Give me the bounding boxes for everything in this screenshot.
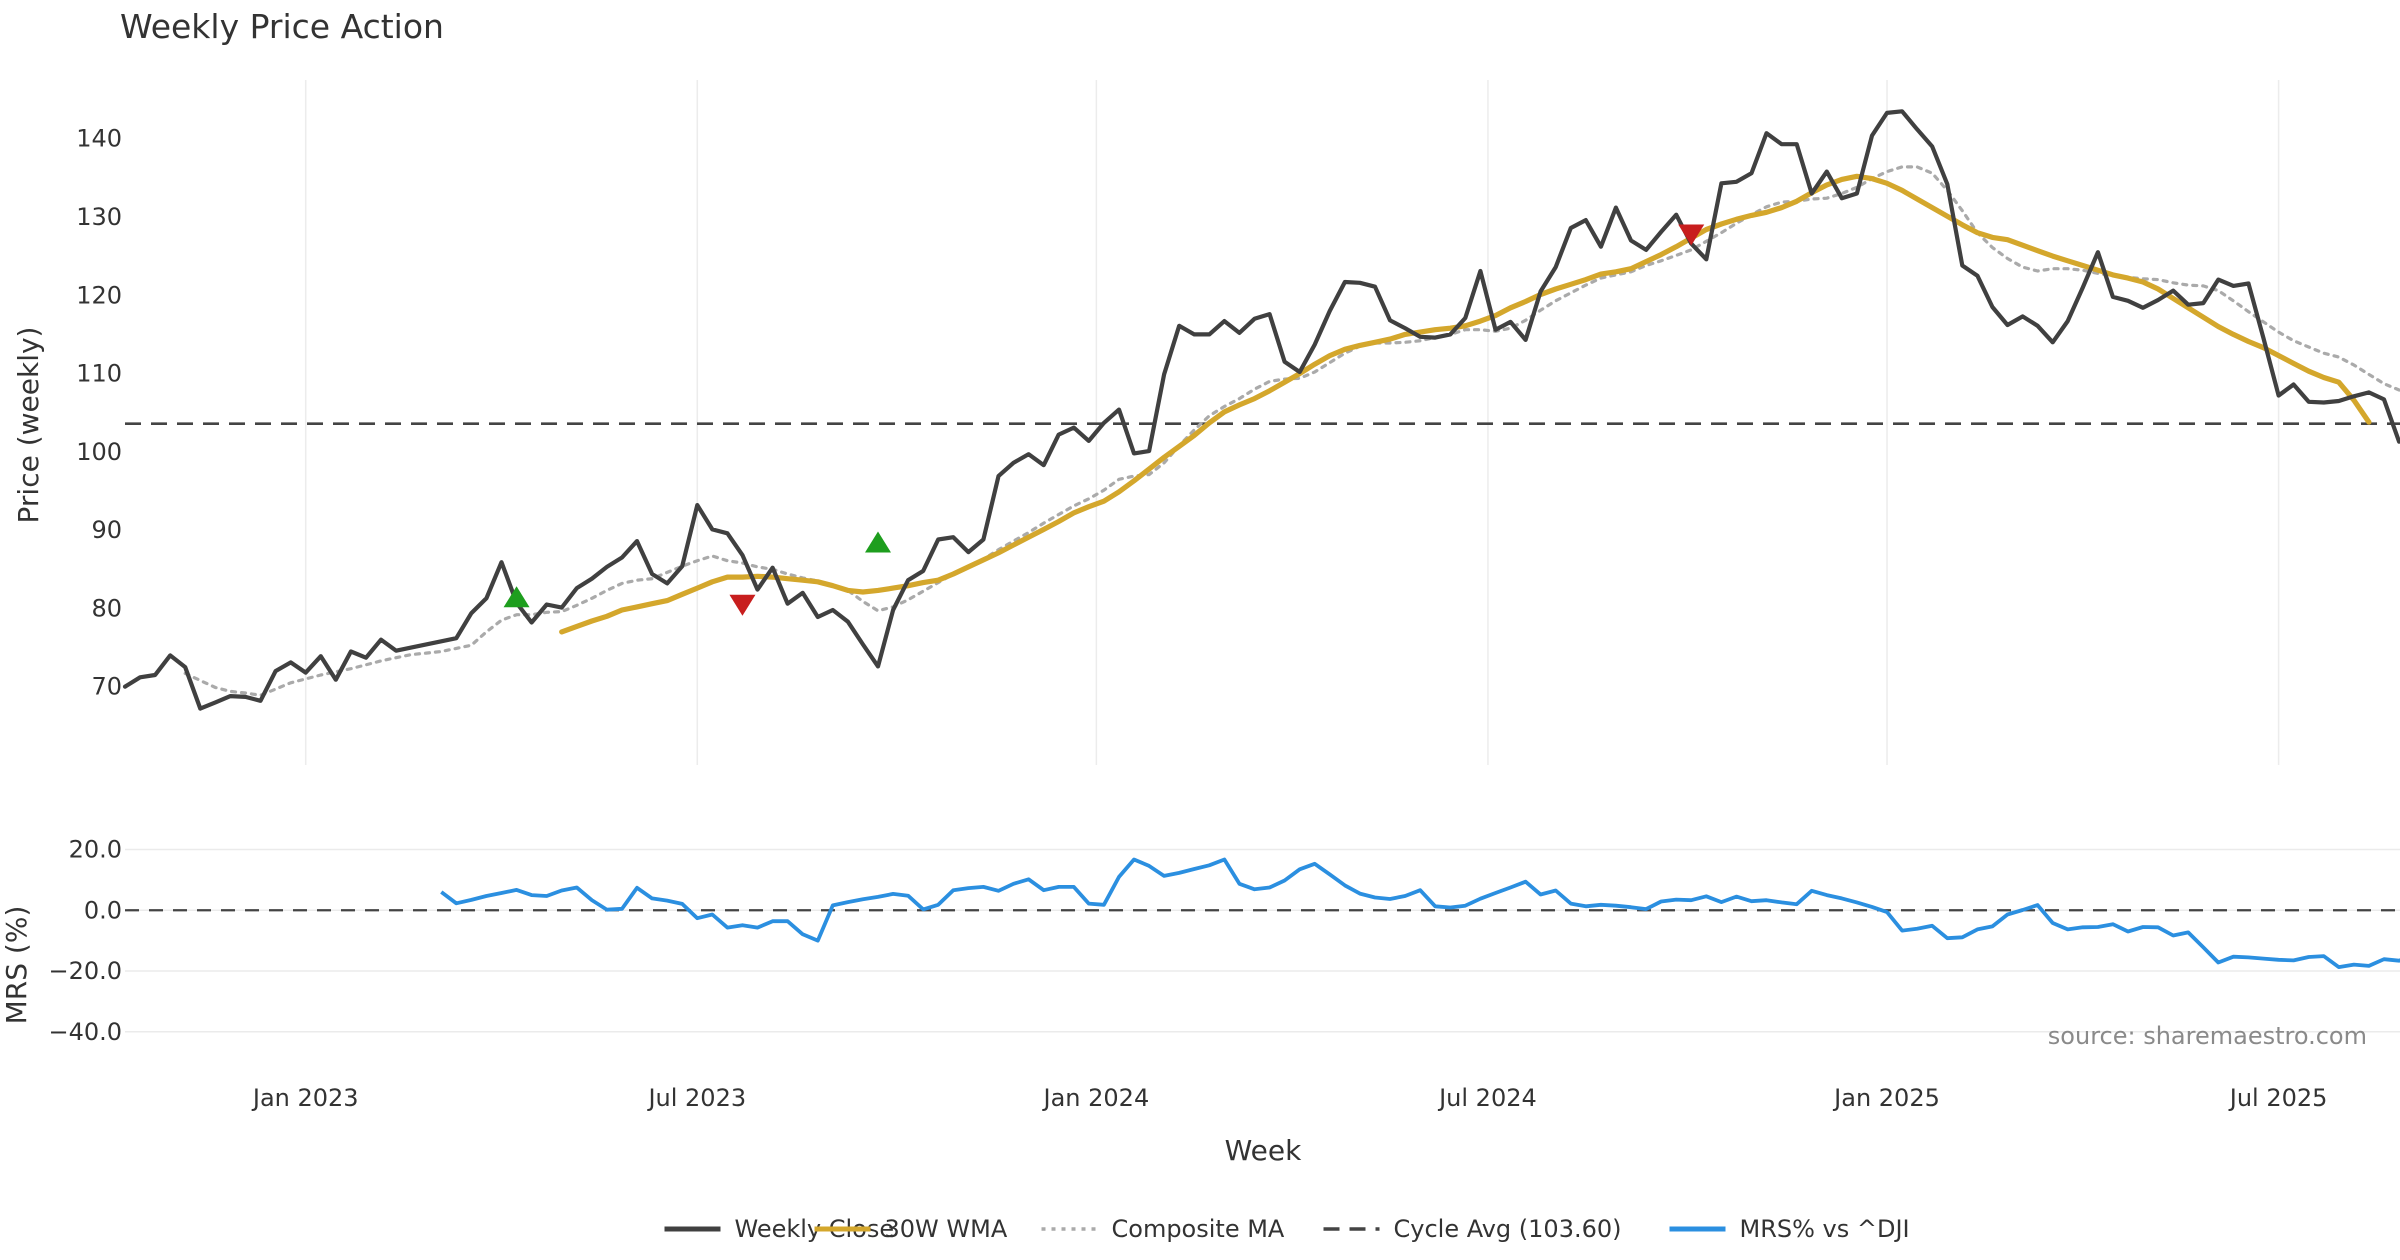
legend-label: Composite MA — [1112, 1215, 1285, 1243]
price-y-tick-label: 100 — [76, 438, 122, 466]
30w-wma-line — [559, 173, 2372, 635]
signal-markers — [503, 224, 1705, 616]
legend-label: Cycle Avg (103.60) — [1394, 1215, 1622, 1243]
price-y-tick-label: 130 — [76, 203, 122, 231]
x-tick-label: Jan 2025 — [1832, 1084, 1940, 1112]
x-tick-label: Jul 2023 — [646, 1084, 746, 1112]
buy-signal-marker — [503, 586, 530, 608]
legend-item: 30W WMA — [814, 1215, 1008, 1243]
legend-item: Composite MA — [1041, 1215, 1285, 1243]
mrs-y-tick-label: 0.0 — [84, 896, 122, 924]
x-ticks: Jan 2023 Jul 2023 Jan 2024 Jul 2024 Jan 2025… — [251, 1084, 2328, 1112]
mrs-series-group — [440, 857, 2400, 969]
mrs-y-tick-label: 20.0 — [69, 836, 122, 864]
legend-item: MRS% vs ^DJI — [1669, 1215, 1910, 1243]
mrs-y-axis-title: MRS (%) — [0, 906, 33, 1025]
sell-signal-marker — [1678, 224, 1705, 246]
price-y-ticks: 70 80 90 100 110 120 130 140 — [76, 125, 122, 701]
x-axis-title: Week — [1225, 1134, 1302, 1167]
buy-signal-marker — [865, 531, 891, 553]
legend-label: MRS% vs ^DJI — [1740, 1215, 1910, 1243]
mrs-y-tick-label: −20.0 — [48, 957, 122, 985]
price-y-axis-title: Price (weekly) — [12, 327, 45, 524]
chart-title: Weekly Price Action — [120, 7, 444, 46]
price-y-tick-label: 70 — [91, 673, 122, 701]
legend-item: Cycle Avg (103.60) — [1323, 1215, 1622, 1243]
composite-ma-line — [183, 165, 2400, 697]
x-tick-label: Jan 2024 — [1042, 1084, 1150, 1112]
price-y-tick-label: 80 — [91, 594, 122, 622]
weekly-close-line — [122, 109, 2400, 711]
mrs-y-ticks: 20.0 0.0 −20.0 −40.0 — [48, 836, 122, 1046]
price-y-tick-label: 90 — [91, 516, 122, 544]
mrs-y-tick-label: −40.0 — [48, 1018, 122, 1046]
x-tick-label: Jan 2023 — [251, 1084, 359, 1112]
source-note: source: sharemaestro.com — [2048, 1022, 2367, 1050]
price-series-group — [122, 109, 2400, 711]
x-tick-label: Jul 2025 — [2228, 1084, 2328, 1112]
mrs-gridlines — [125, 848, 2400, 1033]
legend-label: 30W WMA — [885, 1215, 1008, 1243]
mrs-line — [440, 857, 2400, 969]
sell-signal-marker — [729, 594, 756, 616]
price-y-tick-label: 120 — [76, 281, 122, 309]
price-y-tick-label: 140 — [76, 125, 122, 153]
price-y-tick-label: 110 — [76, 360, 122, 388]
x-tick-label: Jul 2024 — [1437, 1084, 1537, 1112]
